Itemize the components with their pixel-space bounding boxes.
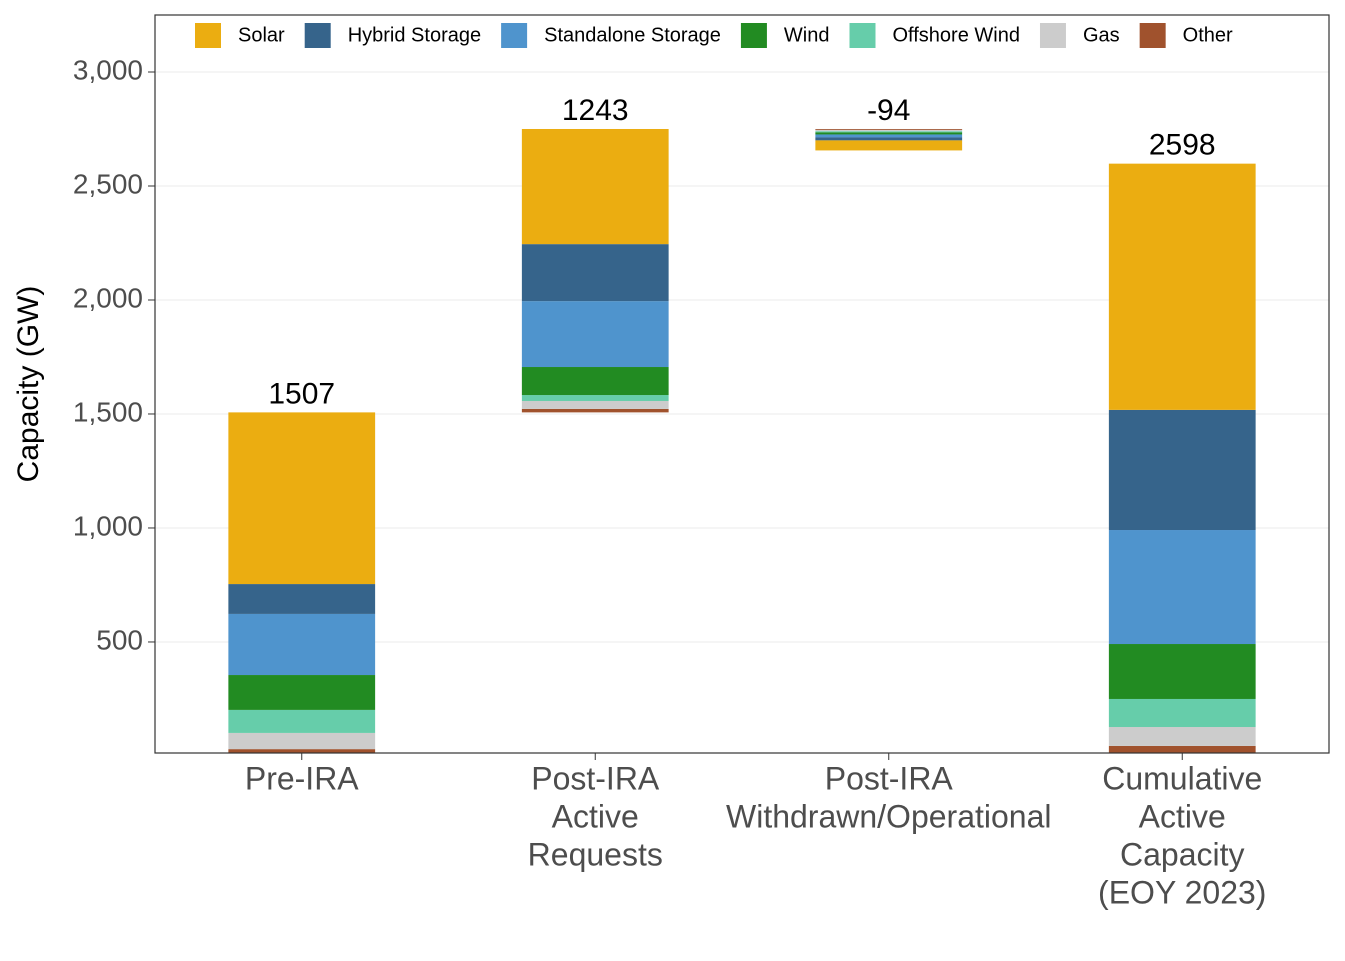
total-label: -94 [867,94,910,127]
x-tick-label: Post-IRA [825,760,954,796]
bar-segment [228,675,376,710]
legend-label: Offshore Wind [893,24,1020,46]
bar-segment [1108,530,1256,645]
legend-swatch [1039,23,1066,48]
legend-label: Other [1183,24,1233,46]
legend-swatch [849,23,876,48]
x-tick-label: Capacity [1120,836,1245,872]
y-tick-label: 1,000 [73,510,143,541]
x-tick-label: Pre-IRA [245,760,359,796]
y-tick-label: 2,000 [73,282,143,313]
bar-segment [521,301,669,368]
x-tick-label: Requests [528,836,663,872]
legend-swatch [195,23,221,48]
bar-segment [1108,745,1256,753]
bar-segment [228,584,376,614]
bar-segment [1108,163,1256,410]
bar-segment [815,134,963,138]
bar-segment [1108,727,1256,746]
bar-segment [1108,644,1256,699]
legend-swatch [1139,23,1166,48]
bar-segment [228,749,376,753]
bar-segment [228,732,376,750]
bar-segment [228,412,376,585]
plot-border [154,14,1330,754]
bar-segment [815,129,963,132]
legend-swatch [501,23,528,48]
bar-segment [815,140,963,151]
legend-label: Hybrid Storage [348,24,481,46]
y-axis-label: Capacity (GW) [12,286,45,483]
total-label: 1243 [562,94,629,127]
y-tick-label: 500 [96,624,143,655]
bar-segment [815,137,963,141]
legend-label: Solar [238,24,285,46]
x-tick-label: Active [552,798,639,834]
x-tick-label: Cumulative [1102,760,1262,796]
bar-segment [521,244,669,302]
bar-segment [228,709,376,733]
bar-segment [521,408,669,413]
legend-swatch [304,23,331,48]
x-tick-label: Withdrawn/Operational [726,798,1051,834]
y-tick-label: 3,000 [73,54,143,85]
bar-segment [521,395,669,401]
x-tick-label: (EOY 2023) [1098,874,1266,910]
bar-segment [815,131,963,133]
y-tick-label: 2,500 [73,168,143,199]
total-label: 2598 [1149,129,1216,162]
bar-segment [521,367,669,396]
bar-segment [228,613,376,676]
x-tick-label: Post-IRA [531,760,660,796]
total-label: 1507 [268,377,335,410]
bar-segment [1108,698,1256,728]
bar-segment [1108,409,1256,531]
legend-label: Standalone Storage [544,24,721,46]
bar-segment [815,128,963,130]
legend-swatch [740,23,767,48]
bar-segment [521,128,669,245]
legend-label: Gas [1083,24,1120,46]
bar-segment [521,400,669,409]
x-tick-label: Active [1139,798,1226,834]
y-tick-label: 1,500 [73,396,143,427]
bar-segment [815,132,963,135]
legend-label: Wind [784,24,830,46]
